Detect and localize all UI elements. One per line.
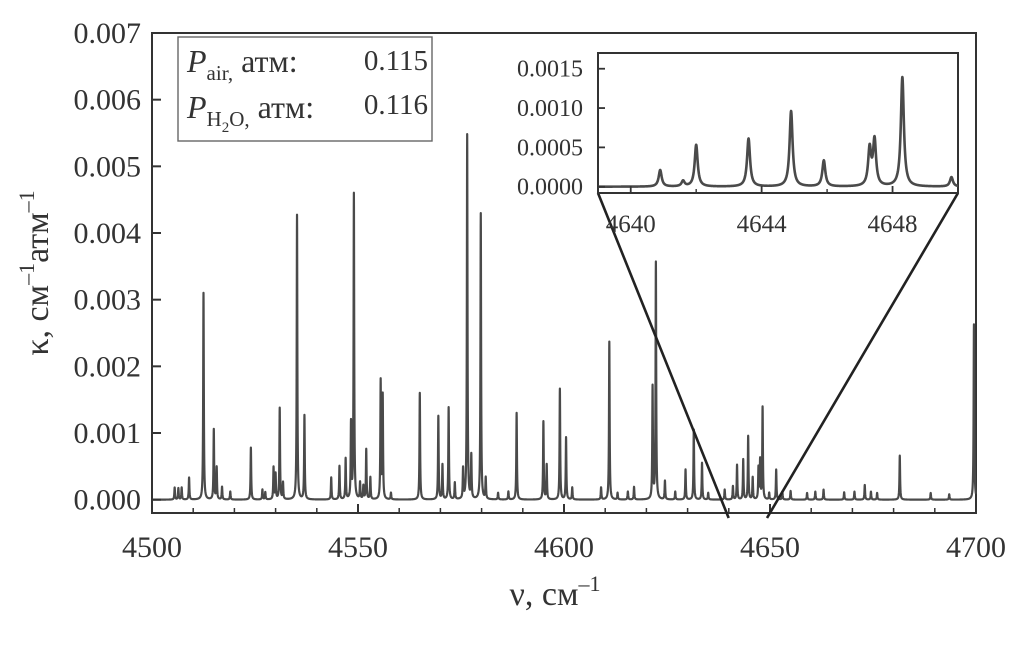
pressure-air-symbol: P bbox=[186, 43, 207, 79]
pressure-h2o-symbol: P bbox=[186, 89, 207, 125]
inset-x-tick-label: 4648 bbox=[868, 211, 918, 238]
pressure-h2o-subscript-o: O, bbox=[229, 107, 249, 131]
inset-chart: 4640 4644 4648 0.0000 0.0005 0.0010 0.0015 bbox=[517, 52, 960, 238]
y-axis-title-sup-1: –1 bbox=[14, 263, 39, 286]
main-x-axis: 4500 4550 4600 4650 4700 bbox=[122, 504, 1006, 564]
pressure-air-subscript: air, bbox=[207, 61, 234, 85]
main-spectrum-line bbox=[150, 132, 978, 501]
inset-x-axis: 4640 4644 4648 bbox=[606, 186, 918, 238]
main-x-tick-label: 4550 bbox=[328, 531, 388, 564]
main-y-tick-label: 0.005 bbox=[74, 150, 142, 183]
zoom-connector-right bbox=[765, 192, 960, 519]
main-y-axis: 0.000 0.001 0.002 0.003 0.004 0.005 0.006 0.007 bbox=[74, 17, 161, 517]
main-y-tick-label: 0.000 bbox=[74, 484, 142, 517]
y-axis-title-sup-2: –1 bbox=[14, 190, 39, 213]
pressure-air-value: 0.115 bbox=[364, 45, 428, 77]
inset-y-tick-label: 0.0010 bbox=[517, 96, 583, 122]
y-axis-title-part-2: атм bbox=[19, 212, 56, 263]
inset-x-tick-label: 4640 bbox=[606, 211, 656, 238]
main-x-tick-label: 4500 bbox=[122, 531, 182, 564]
pressure-air-unit: атм: bbox=[233, 43, 298, 79]
y-axis-title: κ, см–1атм–1 bbox=[14, 190, 56, 355]
pressure-legend-box: Pair, атм: 0.115 PH2O, атм: 0.116 bbox=[177, 36, 433, 142]
main-plot-area bbox=[150, 132, 978, 501]
pressure-h2o-unit: атм: bbox=[250, 89, 315, 125]
inset-spectrum-line bbox=[596, 75, 960, 188]
y-axis-title-part-1: κ, см bbox=[19, 285, 56, 356]
pressure-h2o-subscript-h: H bbox=[207, 107, 222, 131]
pressure-row-h2o: PH2O, атм: bbox=[186, 89, 314, 136]
main-y-tick-label: 0.004 bbox=[74, 217, 142, 250]
x-axis-title-sup: –1 bbox=[577, 571, 600, 596]
main-y-tick-label: 0.007 bbox=[74, 17, 142, 50]
inset-y-tick-label: 0.0005 bbox=[517, 135, 583, 161]
main-y-tick-label: 0.001 bbox=[74, 417, 142, 450]
pressure-row-air: Pair, атм: bbox=[186, 43, 298, 85]
main-y-tick-label: 0.002 bbox=[74, 350, 142, 383]
pressure-h2o-subscript-2: 2 bbox=[222, 120, 230, 136]
main-y-tick-label: 0.006 bbox=[74, 84, 142, 117]
inset-y-tick-label: 0.0000 bbox=[517, 175, 583, 201]
main-y-tick-label: 0.003 bbox=[74, 284, 142, 317]
main-x-tick-label: 4700 bbox=[946, 531, 1006, 564]
x-axis-title-text: ν, см bbox=[510, 576, 579, 613]
main-x-tick-label: 4600 bbox=[534, 531, 594, 564]
pressure-h2o-value: 0.116 bbox=[364, 89, 428, 121]
zoom-connector-left bbox=[596, 192, 730, 519]
main-x-tick-label: 4650 bbox=[740, 531, 800, 564]
pressure-legend-frame bbox=[177, 36, 433, 142]
inset-y-tick-label: 0.0015 bbox=[517, 57, 583, 83]
x-axis-title: ν, см–1 bbox=[510, 571, 601, 613]
inset-y-axis: 0.0000 0.0005 0.0010 0.0015 bbox=[517, 57, 605, 201]
inset-x-tick-label: 4644 bbox=[737, 211, 788, 238]
